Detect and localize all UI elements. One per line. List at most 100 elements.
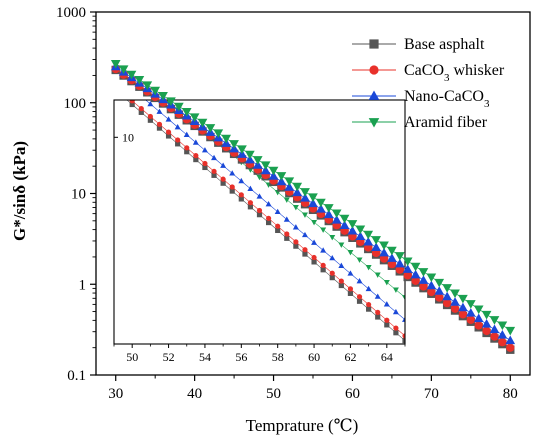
- inset-point: [393, 330, 399, 336]
- inset-point: [365, 265, 372, 271]
- data-point: [189, 113, 200, 123]
- inset-point: [211, 172, 217, 178]
- data-point: [323, 204, 334, 213]
- inset-point: [283, 216, 290, 222]
- data-point: [426, 273, 437, 283]
- inset-point: [120, 90, 125, 95]
- inset-point: [356, 278, 363, 284]
- data-point: [402, 257, 413, 267]
- data-point: [435, 293, 444, 302]
- data-point: [387, 259, 397, 269]
- inset-x-tick-label: 60: [308, 350, 320, 364]
- legend-label-subscript: 3: [484, 98, 490, 110]
- data-point: [473, 313, 484, 323]
- data-point: [316, 204, 326, 213]
- inset-point: [238, 177, 245, 184]
- x-tick-label: 70: [424, 386, 439, 402]
- data-point: [276, 172, 287, 181]
- data-point: [465, 308, 476, 317]
- data-point: [394, 252, 405, 261]
- inset-point: [201, 147, 208, 153]
- inset-point: [265, 219, 272, 226]
- data-point: [403, 271, 412, 280]
- data-point: [355, 225, 366, 235]
- data-point: [482, 326, 491, 336]
- y-tick-label: 100: [64, 96, 87, 112]
- data-point: [252, 156, 263, 165]
- y-tick-label: 1: [79, 277, 87, 293]
- data-point: [450, 297, 460, 306]
- inset-point: [320, 262, 326, 268]
- inset-point: [338, 278, 344, 284]
- inset-point: [275, 227, 281, 234]
- inset-point: [256, 212, 263, 218]
- data-point: [498, 337, 507, 347]
- data-point: [237, 145, 247, 155]
- inset-point: [338, 262, 345, 268]
- inset-point: [275, 223, 281, 229]
- inset-point: [147, 100, 154, 107]
- inset-point: [247, 204, 254, 210]
- data-point: [481, 319, 492, 328]
- data-point: [268, 166, 279, 176]
- inset-point: [320, 267, 326, 273]
- inset-point: [329, 235, 336, 241]
- inset-point: [402, 333, 405, 339]
- inset-point: [293, 239, 299, 245]
- inset-point: [111, 55, 117, 60]
- inset-x-tick-label: 54: [199, 350, 211, 364]
- inset-point: [256, 207, 263, 214]
- inset-point: [311, 259, 317, 265]
- legend-marker: [368, 118, 380, 128]
- inset-point: [211, 168, 217, 174]
- inset-x-tick-label: 56: [235, 350, 247, 364]
- inset-point: [392, 287, 399, 293]
- data-point: [363, 230, 374, 240]
- inset-point: [402, 295, 405, 301]
- data-point: [347, 225, 358, 235]
- data-point: [465, 300, 476, 309]
- data-point: [331, 214, 342, 224]
- data-point: [426, 280, 437, 290]
- legend-label-text: Base asphalt: [404, 36, 485, 53]
- y-axis-title: G*/sinδ (kPa): [10, 141, 29, 241]
- data-point: [284, 177, 295, 187]
- data-point: [410, 262, 421, 272]
- legend-item: Aramid fiber: [352, 114, 488, 131]
- data-point: [505, 335, 516, 345]
- data-point: [466, 315, 476, 325]
- data-point: [473, 305, 484, 315]
- inset-point: [193, 156, 199, 163]
- inset-x-tick-label: 58: [272, 350, 284, 364]
- data-point: [245, 150, 255, 160]
- inset-point: [311, 220, 318, 226]
- legend-item: Base asphalt: [352, 36, 485, 53]
- inset-point: [229, 188, 235, 194]
- data-point: [308, 193, 318, 203]
- data-point: [379, 241, 389, 251]
- inset-point: [284, 231, 290, 237]
- inset-point: [274, 208, 281, 215]
- inset-point: [375, 314, 381, 320]
- inset-point: [129, 100, 135, 104]
- inset-point: [393, 325, 399, 331]
- x-tick-label: 80: [503, 386, 518, 402]
- data-point: [387, 246, 397, 256]
- data-point: [134, 76, 145, 85]
- inset-point: [202, 164, 208, 171]
- x-tick-label: 40: [187, 386, 202, 402]
- legend-label: Aramid fiber: [404, 114, 488, 131]
- data-point: [339, 214, 350, 224]
- inset-point: [347, 250, 354, 256]
- data-point: [474, 321, 483, 330]
- inset-point: [111, 86, 116, 91]
- inset-point: [238, 196, 244, 202]
- inset-point: [202, 160, 208, 167]
- legend-label-text: Nano-CaCO: [404, 88, 484, 105]
- legend-item: Nano-CaCO3: [352, 88, 490, 110]
- inset-point: [165, 129, 172, 135]
- data-point: [197, 118, 208, 128]
- inset-point: [366, 306, 372, 312]
- data-point: [489, 324, 500, 334]
